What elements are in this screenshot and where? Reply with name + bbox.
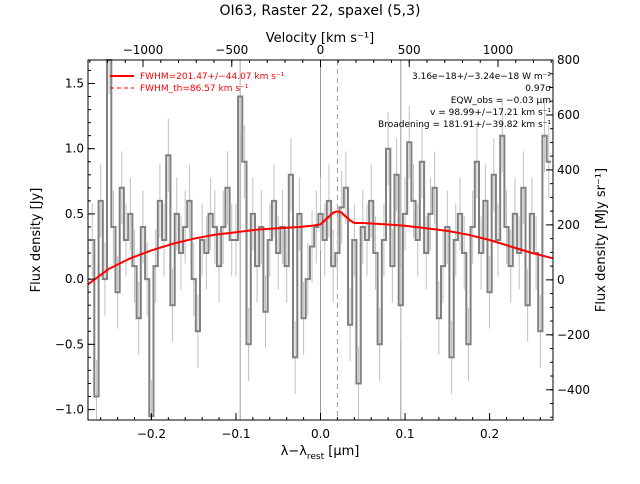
fit-series [87, 210, 554, 286]
top-x-tick-label: −1000 [123, 43, 164, 57]
top-x-tick-label: 0 [317, 43, 325, 57]
right-y-tick-label: −200 [557, 328, 590, 342]
right-y-tick-label: 600 [557, 108, 580, 122]
x-tick-label: 0.2 [480, 427, 499, 441]
x-tick-label: 0.0 [311, 427, 330, 441]
x-axis-label-unit: [μm] [324, 444, 359, 459]
legend-label-fwhm: FWHM=201.47+/−44.07 km s⁻¹ [140, 72, 285, 82]
y-tick-label: 0.0 [65, 272, 84, 286]
x-axis-label-main: λ−λ [281, 444, 308, 459]
fit-annotations: 3.16e−18+/−3.24e−18 W m⁻² 0.97σ EQW_obs … [378, 72, 551, 130]
annotation-significance: 0.97σ [525, 84, 551, 94]
right-y-tick-label: 800 [557, 53, 580, 67]
y-tick-label: 0.5 [65, 207, 84, 221]
x-tick-label: −0.2 [137, 427, 166, 441]
y-tick-label: −0.5 [55, 337, 84, 351]
x-axis-label-sub: rest [307, 452, 325, 462]
top-x-tick-label: 1000 [483, 43, 514, 57]
y-tick-label: −1.0 [55, 403, 84, 417]
top-x-tick-label: −500 [215, 43, 248, 57]
spectrum-series [90, 59, 551, 420]
y-tick-label: 1.5 [65, 76, 84, 90]
x-axis-label: λ−λrest [μm] [281, 444, 360, 462]
right-y-tick-label: 400 [557, 163, 580, 177]
x-tick-label: −0.1 [221, 427, 250, 441]
axis-ticks: −0.2 −0.1 0.0 0.1 0.2 −1.0 −0.5 0.0 0.5 1.0 1.5 −40… [55, 43, 590, 441]
right-y-tick-label: 200 [557, 218, 580, 232]
spectrum-line [90, 59, 551, 418]
top-x-tick-label: 500 [398, 43, 421, 57]
annotation-velocity: v = 98.99+/−17.21 km s⁻¹ [430, 108, 551, 118]
chart-title: OI63, Raster 22, spaxel (5,3) [220, 3, 421, 19]
y-axis-label-right: Flux density [MJy sr⁻¹] [594, 168, 609, 312]
y-axis-label-left: Flux density [Jy] [29, 188, 44, 293]
y-tick-label: 1.0 [65, 142, 84, 156]
annotation-broadening: Broadening = 181.91+/−39.82 km s⁻¹ [378, 120, 551, 130]
top-axis-label: Velocity [km s⁻¹] [266, 31, 374, 46]
annotation-line-flux: 3.16e−18+/−3.24e−18 W m⁻² [412, 72, 551, 82]
fit-line [87, 210, 554, 286]
right-y-tick-label: −400 [557, 383, 590, 397]
x-tick-label: 0.1 [395, 427, 414, 441]
legend-label-fwhm-thermal: FWHM_th=86.57 km s⁻¹ [140, 84, 249, 94]
legend: FWHM=201.47+/−44.07 km s⁻¹ FWHM_th=86.57… [110, 72, 285, 94]
annotation-eqw: EQW_obs = −0.03 μm [451, 96, 551, 106]
right-y-tick-label: 0 [557, 273, 565, 287]
